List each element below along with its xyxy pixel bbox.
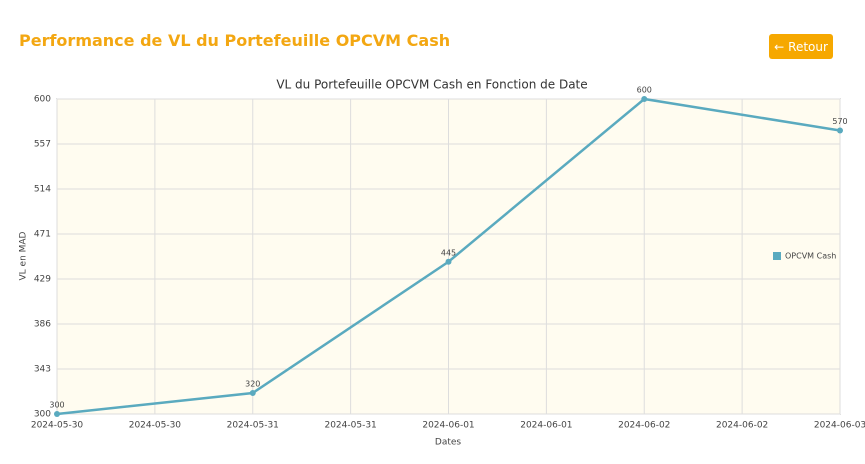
back-button[interactable]: ← Retour	[769, 34, 833, 59]
x-tick-label: 2024-06-02	[618, 421, 670, 431]
data-label: 570	[832, 117, 847, 126]
y-tick-label: 429	[34, 275, 51, 285]
x-tick-label: 2024-06-03	[814, 421, 865, 431]
data-point	[445, 258, 452, 265]
page-title: Performance de VL du Portefeuille OPCVM …	[19, 31, 451, 50]
y-tick-label: 386	[34, 320, 51, 330]
chart-title: VL du Portefeuille OPCVM Cash en Fonctio…	[276, 78, 587, 92]
legend-label: OPCVM Cash	[785, 252, 836, 261]
data-point	[641, 96, 648, 102]
y-tick-label: 600	[34, 95, 51, 105]
data-label: 300	[49, 401, 64, 410]
x-tick-label: 2024-06-01	[422, 421, 474, 431]
x-tick-label: 2024-05-31	[324, 421, 376, 431]
data-label: 320	[245, 380, 260, 389]
x-tick-label: 2024-05-31	[227, 421, 279, 431]
data-point	[837, 127, 843, 134]
y-axis-label: VL en MAD	[19, 231, 29, 280]
data-label: 600	[637, 86, 652, 95]
y-tick-label: 343	[34, 364, 51, 374]
x-axis-label: Dates	[435, 438, 462, 448]
y-tick-label: 557	[34, 140, 51, 150]
x-tick-label: 2024-05-30	[129, 421, 182, 431]
x-tick-label: 2024-06-02	[716, 421, 768, 431]
data-point	[249, 390, 256, 396]
y-tick-label: 300	[34, 410, 51, 420]
legend-swatch	[773, 252, 781, 260]
y-tick-label: 471	[34, 229, 51, 239]
y-tick-label: 514	[34, 184, 51, 194]
x-tick-label: 2024-05-30	[31, 421, 84, 431]
data-point	[54, 411, 60, 417]
button-label[interactable]: Retour	[788, 39, 828, 54]
x-tick-label: 2024-06-01	[520, 421, 572, 431]
data-label: 445	[441, 248, 456, 257]
arrow-icon: ←	[774, 39, 785, 54]
